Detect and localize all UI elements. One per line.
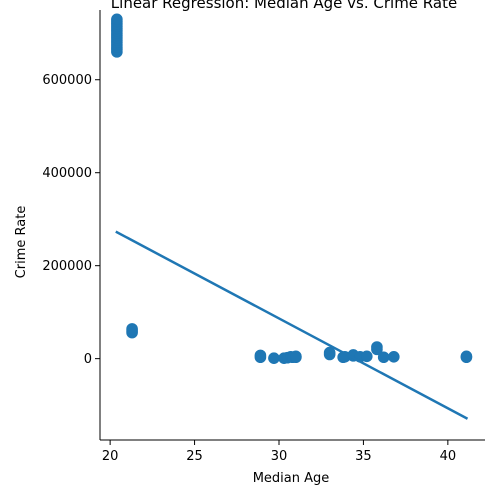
data-point [254,349,267,362]
y-ticks: 0 200000 400000 600000 [42,73,100,367]
data-point [360,350,373,363]
x-axis-title: Median Age [253,471,330,486]
data-point [377,351,390,364]
chart-title: Linear Regression: Median Age vs. Crime … [111,0,457,12]
points-layer [111,13,473,364]
y-tick-label: 600000 [42,73,92,88]
x-tick-label: 40 [440,449,457,464]
data-point [388,350,400,363]
data-point [371,341,383,353]
x-tick-label: 20 [102,449,119,464]
data-point [111,13,123,26]
regression-line [115,230,469,420]
y-tick-label: 200000 [42,259,92,274]
data-point [126,323,138,335]
data-point [268,352,280,364]
x-tick-label: 30 [271,449,288,464]
x-ticks: 20 25 30 35 40 [102,440,456,464]
y-tick-label: 0 [84,352,92,367]
y-tick-label: 400000 [42,166,92,181]
data-point [460,350,473,363]
x-tick-label: 25 [186,449,203,464]
y-axis-title: Crime Rate [14,206,29,279]
data-point [290,350,302,363]
data-point [323,346,336,359]
x-tick-label: 35 [355,449,372,464]
